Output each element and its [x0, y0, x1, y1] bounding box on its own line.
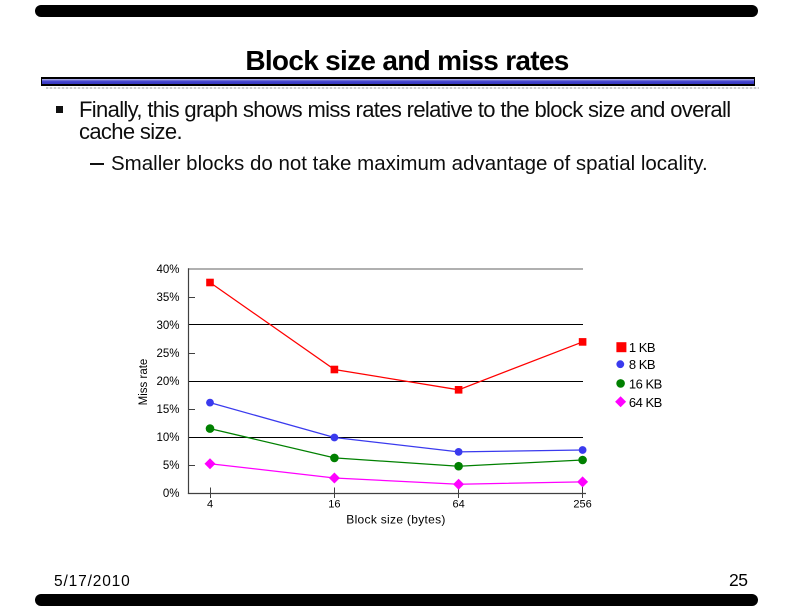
svg-text:35%: 35% [156, 292, 179, 304]
svg-text:25%: 25% [156, 348, 179, 360]
svg-text:10%: 10% [156, 432, 179, 444]
svg-text:15%: 15% [156, 404, 179, 416]
svg-text:1 KB: 1 KB [629, 340, 655, 355]
svg-text:8 KB: 8 KB [629, 357, 655, 372]
svg-text:64: 64 [452, 499, 464, 511]
svg-text:Miss rate: Miss rate [138, 359, 150, 406]
svg-text:Block size (bytes): Block size (bytes) [346, 512, 445, 526]
svg-text:5%: 5% [163, 460, 180, 472]
svg-text:20%: 20% [156, 376, 179, 388]
svg-text:0%: 0% [163, 488, 180, 500]
svg-text:256: 256 [573, 499, 591, 511]
svg-text:40%: 40% [156, 264, 179, 276]
svg-text:16 KB: 16 KB [629, 376, 662, 391]
svg-text:64 KB: 64 KB [629, 395, 662, 410]
svg-text:16: 16 [328, 499, 340, 511]
svg-text:30%: 30% [156, 320, 179, 332]
svg-text:4: 4 [207, 499, 213, 511]
